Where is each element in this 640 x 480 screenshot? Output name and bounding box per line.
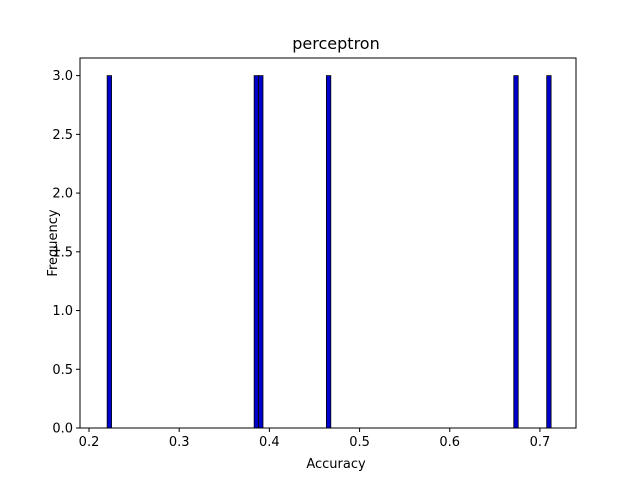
x-tick-label: 0.7 bbox=[530, 435, 551, 450]
y-tick-label: 2.5 bbox=[52, 128, 73, 143]
y-tick-label: 1.5 bbox=[52, 245, 73, 260]
bars-group bbox=[106, 75, 552, 429]
y-tick-label: 0.0 bbox=[52, 422, 73, 437]
chart-title: perceptron bbox=[292, 34, 379, 53]
histogram-bar bbox=[253, 75, 259, 429]
y-tick-label: 1.0 bbox=[52, 304, 73, 319]
x-tick-label: 0.3 bbox=[169, 435, 190, 450]
x-axis-ticks: 0.2 0.3 0.4 0.5 0.6 0.7 bbox=[79, 428, 551, 450]
x-tick-label: 0.2 bbox=[79, 435, 100, 450]
y-axis-ticks: 0.0 0.5 1.0 1.5 2.0 2.5 3.0 bbox=[52, 69, 80, 437]
x-tick-label: 0.4 bbox=[259, 435, 280, 450]
y-tick-label: 2.0 bbox=[52, 187, 73, 202]
histogram-bar bbox=[513, 75, 519, 429]
histogram-bar bbox=[546, 75, 552, 429]
plot-frame bbox=[79, 57, 577, 429]
y-tick-label: 0.5 bbox=[52, 363, 73, 378]
histogram-bar bbox=[258, 75, 264, 429]
x-tick-label: 0.6 bbox=[439, 435, 460, 450]
x-tick-label: 0.5 bbox=[349, 435, 370, 450]
histogram-bar bbox=[325, 75, 332, 429]
x-axis-label: Accuracy bbox=[306, 457, 366, 472]
y-tick-label: 3.0 bbox=[52, 69, 73, 84]
y-axis-label: Frequency bbox=[46, 209, 61, 276]
histogram-bar bbox=[106, 75, 112, 429]
